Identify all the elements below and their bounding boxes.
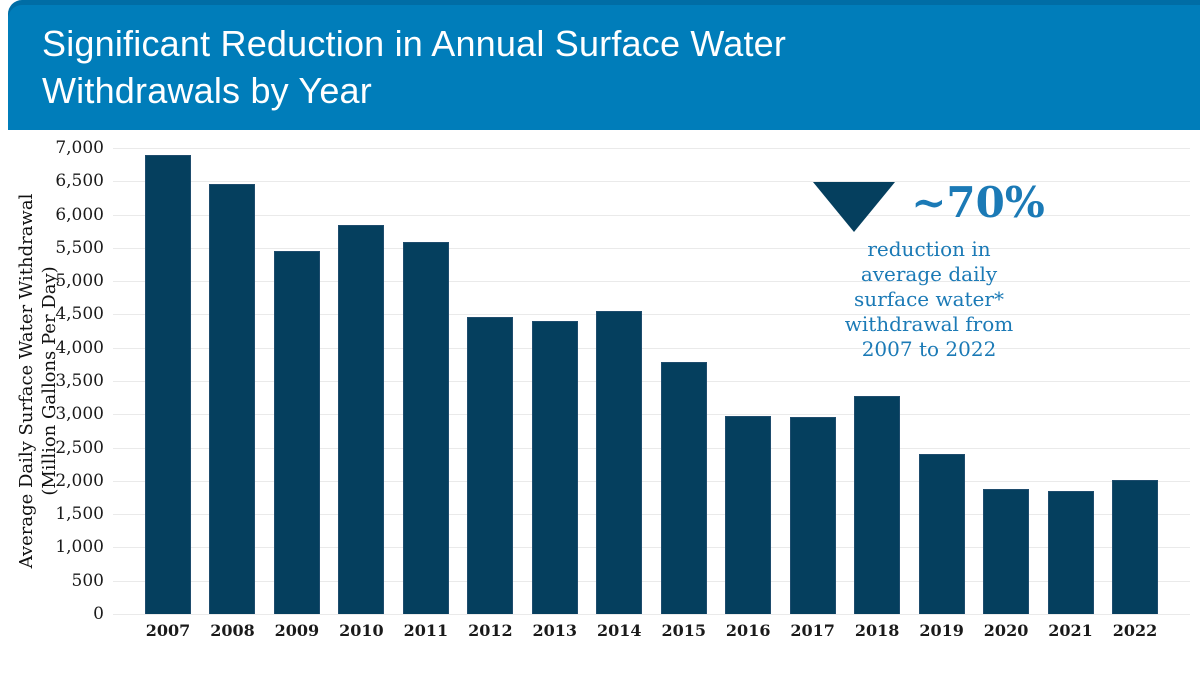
bar-2011 [402,241,449,614]
bar-2015 [660,362,707,614]
x-axis-tick-labels: 2007 2008 2009 2010 2011 2012 2013 2014 2015 2016… [113,621,1190,645]
bar-2013 [531,321,578,614]
gridline [113,281,1190,283]
bar-2012 [467,317,514,614]
x-tick-label: 2011 [403,621,449,640]
gridline [113,614,1190,615]
gridline [113,447,1190,449]
y-tick-label: 3,000 [55,404,104,425]
annotation-callout: ~70% reduction in average daily surface wa… [795,178,1063,362]
x-tick-label: 2010 [339,621,384,640]
header-banner: Significant Reduction in Annual Surface … [8,0,1200,130]
x-tick-label: 2013 [532,621,578,640]
gridline [113,214,1190,216]
y-tick-label: 1,500 [55,504,104,525]
annotation-line: average daily [860,262,998,286]
down-triangle-icon [813,182,896,232]
x-tick-label: 2007 [145,621,191,640]
annotation-line: 2007 to 2022 [861,337,997,361]
bar-2009 [273,250,320,614]
x-tick-label: 2020 [983,621,1029,640]
gridline [113,381,1190,382]
x-tick-label: 2012 [468,621,513,640]
y-tick-label: 500 [71,570,104,591]
x-tick-label: 2022 [1112,621,1158,640]
annotation-line: surface water* [854,287,1004,311]
annotation-line: reduction in [867,237,991,261]
y-tick-label: 6,000 [55,204,104,225]
y-tick-label: 0 [93,604,104,624]
y-tick-label: 5,000 [55,271,104,292]
bar-2010 [338,224,385,614]
gridline [113,414,1190,416]
gridline [113,247,1190,249]
x-tick-label: 2016 [725,621,771,640]
page-title-line2: Withdrawals by Year [42,70,372,111]
x-tick-label: 2014 [597,621,642,640]
y-tick-label: 1,000 [55,537,104,558]
y-axis-tick-labels: 7,000 6,500 6,000 5,500 5,000 4,500 4,000 3,500… [0,138,104,624]
gridline [113,547,1190,549]
bar-2014 [596,311,643,614]
page-title-line1: Significant Reduction in Annual Surface … [42,23,787,64]
x-tick-label: 2021 [1048,621,1093,640]
bar-2019 [918,453,965,614]
bar-2021 [1047,490,1094,614]
x-tick-label: 2015 [661,621,706,640]
x-tick-label: 2019 [919,621,964,640]
bar-2016 [725,415,772,614]
y-tick-label: 2,000 [55,470,104,491]
x-tick-label: 2009 [274,621,320,640]
y-tick-label: 7,000 [55,138,104,158]
plot-area [113,148,1190,615]
bar-2022 [1112,479,1158,614]
page-title: Significant Reduction in Annual Surface … [42,20,786,114]
annotation-line: withdrawal from [844,312,1014,336]
bar-2007 [145,154,191,614]
y-tick-label: 5,500 [55,237,104,258]
x-tick-label: 2018 [854,621,900,640]
y-tick-label: 2,500 [55,437,104,458]
annotation-header-row: ~70% [795,178,1063,232]
y-tick-label: 3,500 [55,371,104,391]
x-tick-label: 2008 [210,621,255,640]
annotation-headline: ~70% [911,178,1045,227]
gridline [113,181,1190,183]
bar-2020 [983,488,1030,614]
bar-2008 [209,183,256,614]
gridline [113,314,1190,316]
gridline [113,580,1190,582]
gridline [113,480,1190,482]
gridline [113,347,1190,349]
bar-2017 [789,416,836,614]
y-tick-label: 6,500 [55,171,104,192]
gridline [113,514,1190,516]
annotation-text: reduction in average daily surface water* w… [795,237,1063,362]
gridline [113,148,1190,149]
bar-2018 [854,396,901,614]
x-tick-label: 2017 [790,621,835,640]
y-tick-label: 4,500 [55,304,104,325]
y-tick-label: 4,000 [55,337,104,358]
